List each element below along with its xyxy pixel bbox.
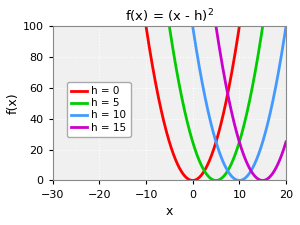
h = 0 [164, 129, 168, 132]
Line: h = 5: h = 5 [169, 27, 263, 180]
h = 10 [284, 25, 288, 28]
h = 5 [235, 150, 238, 152]
Line: h = 15: h = 15 [216, 27, 286, 180]
h = 15 [277, 160, 281, 163]
h = 15 [235, 130, 238, 133]
h = 15 [278, 160, 281, 162]
h = 0 [235, 44, 238, 47]
h = 10 [235, 178, 238, 181]
Title: f(x) = (x - h)$^2$: f(x) = (x - h)$^2$ [125, 7, 214, 25]
Line: h = 0: h = 0 [146, 27, 239, 180]
h = 10 [277, 67, 281, 70]
h = 0 [158, 103, 162, 106]
h = 15 [284, 141, 288, 143]
Legend: h = 0, h = 5, h = 10, h = 15: h = 0, h = 5, h = 10, h = 15 [67, 82, 130, 137]
X-axis label: x: x [166, 205, 173, 218]
Line: h = 10: h = 10 [193, 26, 286, 180]
Y-axis label: f(x): f(x) [7, 93, 20, 114]
h = 10 [278, 67, 281, 69]
